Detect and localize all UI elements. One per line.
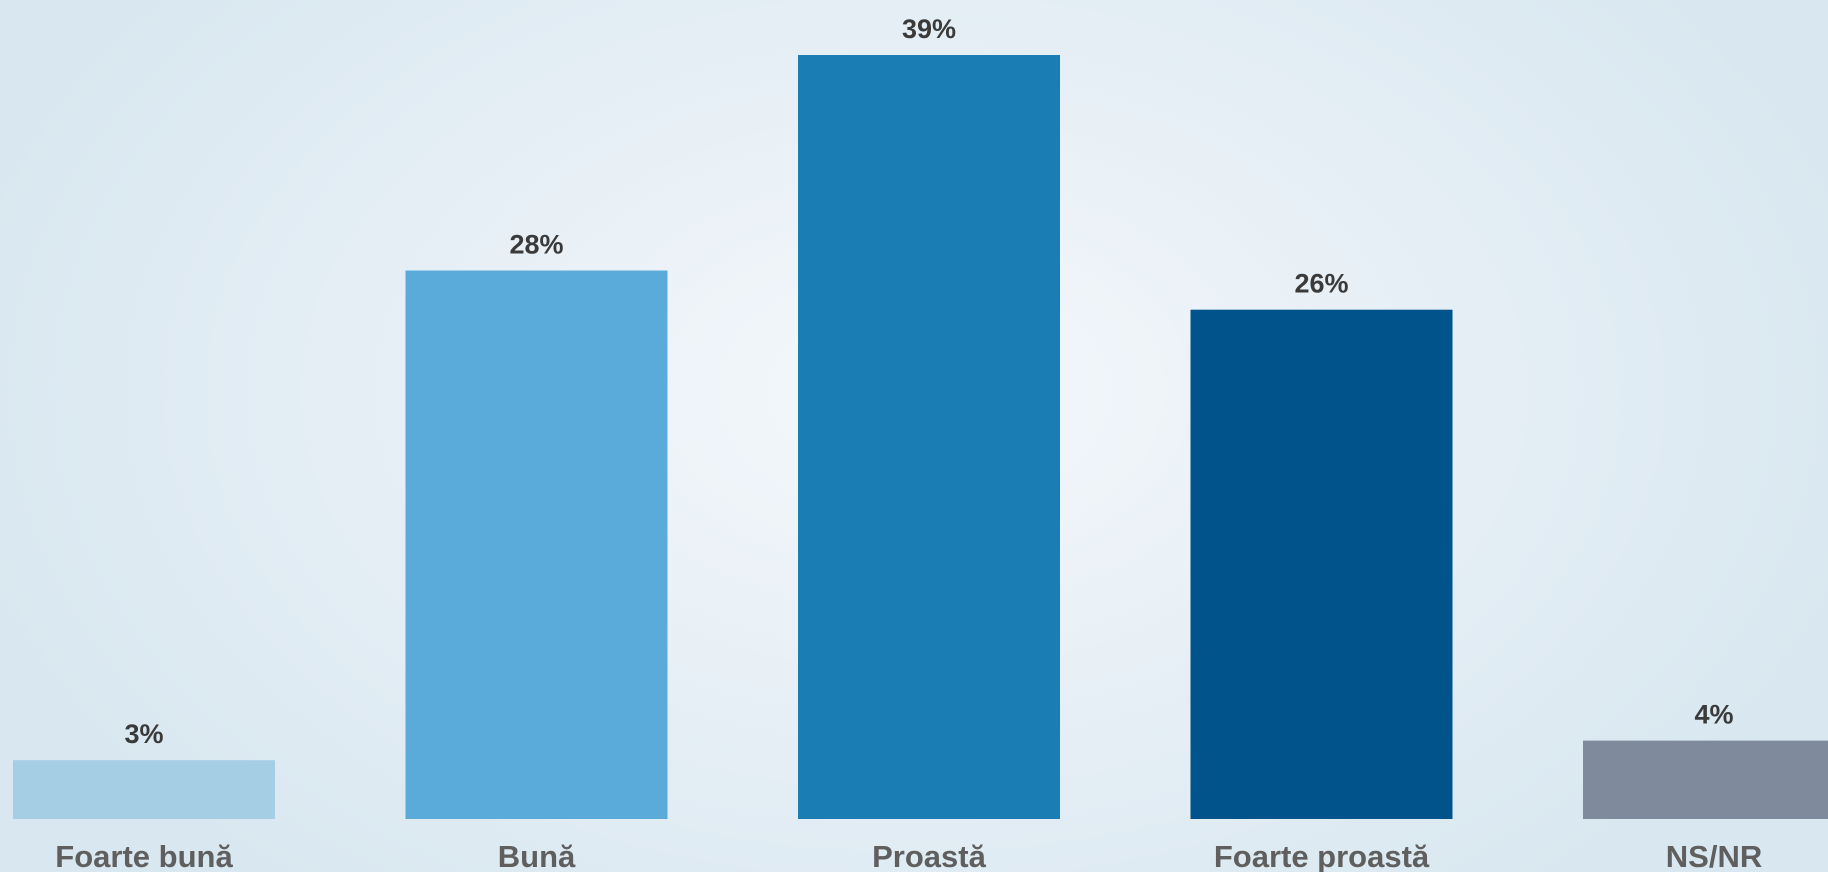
value-labels-group: 3% 28% 39% 26% 4%: [124, 14, 1733, 749]
category-label-1: Bună: [498, 839, 576, 872]
value-label-3: 26%: [1294, 269, 1348, 299]
bar-4: [1583, 740, 1828, 819]
bar-1: [405, 270, 668, 819]
category-label-0: Foarte bună: [55, 839, 233, 872]
value-label-1: 28%: [509, 230, 563, 260]
category-labels-group: Foarte bună Bună Proastă Foarte proastă NS/N…: [55, 839, 1762, 872]
bar-3: [1190, 309, 1453, 819]
bar-0: [13, 760, 275, 819]
value-label-4: 4%: [1694, 700, 1733, 730]
value-label-2: 39%: [902, 14, 956, 44]
bar-2: [798, 55, 1060, 819]
category-label-3: Foarte proastă: [1214, 839, 1430, 872]
value-label-0: 3%: [124, 719, 163, 749]
bars-group: [13, 55, 1828, 819]
category-label-4: NS/NR: [1666, 839, 1762, 872]
category-label-2: Proastă: [872, 839, 986, 872]
